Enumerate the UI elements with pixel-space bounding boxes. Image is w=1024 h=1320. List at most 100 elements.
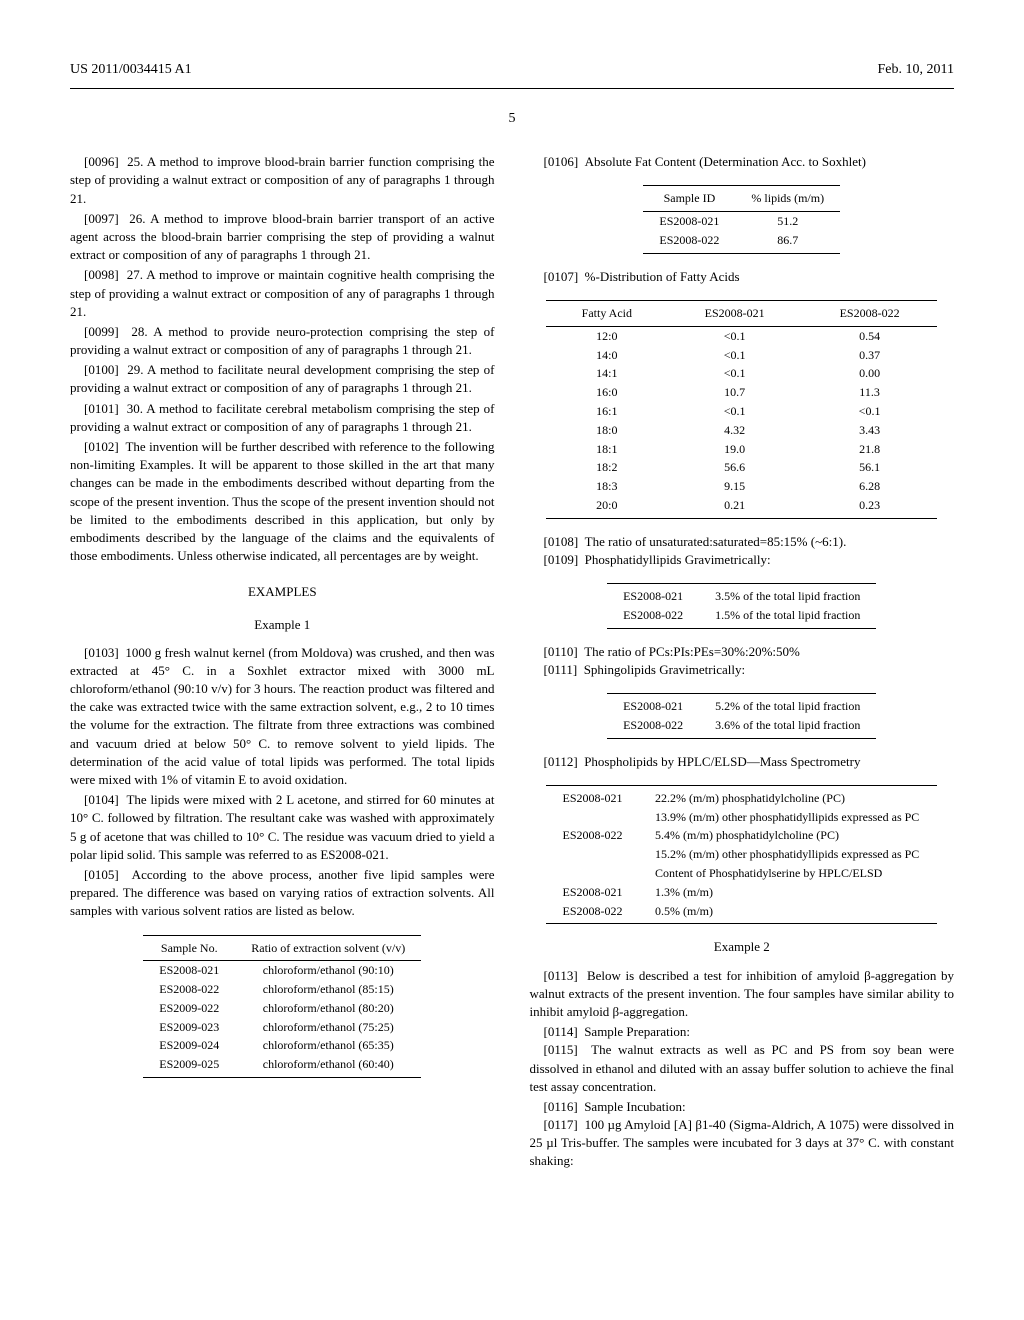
- table-cell: 0.5% (m/m): [639, 902, 937, 924]
- table-row: ES2008-0215.2% of the total lipid fracti…: [607, 694, 876, 716]
- para-0117: [0117] 100 µg Amyloid [A] β1-40 (Sigma-A…: [530, 1116, 955, 1171]
- table-header: ES2008-021: [667, 300, 802, 326]
- table-row: ES2009-022chloroform/ethanol (80:20): [143, 999, 421, 1018]
- table-cell: ES2009-022: [143, 999, 235, 1018]
- content-columns: [0096] 25. A method to improve blood-bra…: [70, 153, 954, 1172]
- paragraph: [0102] The invention will be further des…: [70, 438, 495, 565]
- table-cell: 18:0: [546, 421, 667, 440]
- example-1-heading: Example 1: [70, 616, 495, 634]
- table-row: ES2008-0223.6% of the total lipid fracti…: [607, 716, 876, 738]
- table-cell: 51.2: [735, 212, 840, 231]
- table-cell: 1.3% (m/m): [639, 883, 937, 902]
- para-0113: [0113] Below is described a test for inh…: [530, 967, 955, 1022]
- fatty-acid-table: Fatty AcidES2008-021ES2008-022 12:0<0.10…: [546, 300, 937, 519]
- para-0111: [0111] Sphingolipids Gravimetrically:: [530, 661, 955, 679]
- table-cell: ES2008-022: [143, 980, 235, 999]
- table-row: ES2008-0211.3% (m/m): [546, 883, 937, 902]
- table-header: Ratio of extraction solvent (v/v): [235, 935, 421, 961]
- table-cell: <0.1: [667, 326, 802, 345]
- table-row: ES2008-022chloroform/ethanol (85:15): [143, 980, 421, 999]
- table-cell: <0.1: [667, 402, 802, 421]
- table-row: 15.2% (m/m) other phosphatidyllipids exp…: [546, 845, 937, 864]
- table-cell: ES2009-023: [143, 1018, 235, 1037]
- table-cell: 3.6% of the total lipid fraction: [699, 716, 876, 738]
- table-row: ES2008-02122.2% (m/m) phosphatidylcholin…: [546, 785, 937, 807]
- table-cell: ES2008-022: [546, 826, 639, 845]
- table-cell: 86.7: [735, 231, 840, 253]
- table-cell: 16:1: [546, 402, 667, 421]
- table-cell: [546, 808, 639, 827]
- table-row: 16:1<0.1<0.1: [546, 402, 937, 421]
- page-header: US 2011/0034415 A1 Feb. 10, 2011: [70, 60, 954, 80]
- paragraph: [0099] 28. A method to provide neuro-pro…: [70, 323, 495, 359]
- solvent-ratio-table: Sample No.Ratio of extraction solvent (v…: [143, 935, 421, 1079]
- para-0116: [0116] Sample Incubation:: [530, 1098, 955, 1116]
- table-row: ES2008-0225.4% (m/m) phosphatidylcholine…: [546, 826, 937, 845]
- table-row: ES2008-02151.2: [643, 212, 840, 231]
- table-row: 18:256.656.1: [546, 458, 937, 477]
- paragraph: [0097] 26. A method to improve blood-bra…: [70, 210, 495, 265]
- table-row: ES2009-025chloroform/ethanol (60:40): [143, 1055, 421, 1077]
- table-cell: 0.23: [802, 496, 937, 518]
- table-cell: 18:2: [546, 458, 667, 477]
- table-row: ES2008-0221.5% of the total lipid fracti…: [607, 606, 876, 628]
- table-cell: ES2008-022: [643, 231, 735, 253]
- table-cell: ES2008-021: [546, 785, 639, 807]
- table-cell: ES2009-025: [143, 1055, 235, 1077]
- paragraph: [0105] According to the above process, a…: [70, 866, 495, 921]
- table-header: % lipids (m/m): [735, 186, 840, 212]
- phosphatidyl-table: ES2008-0213.5% of the total lipid fracti…: [607, 583, 876, 629]
- para-0107: [0107] %-Distribution of Fatty Acids: [530, 268, 955, 286]
- table-row: ES2009-024chloroform/ethanol (65:35): [143, 1036, 421, 1055]
- paragraph: [0098] 27. A method to improve or mainta…: [70, 266, 495, 321]
- table-cell: 5.4% (m/m) phosphatidylcholine (PC): [639, 826, 937, 845]
- table-cell: 3.43: [802, 421, 937, 440]
- table-row: ES2008-021chloroform/ethanol (90:10): [143, 961, 421, 980]
- table-cell: ES2008-022: [607, 606, 699, 628]
- table-cell: [546, 864, 639, 883]
- table-cell: 18:1: [546, 440, 667, 459]
- table-cell: ES2008-022: [546, 902, 639, 924]
- para-0109: [0109] Phosphatidyllipids Gravimetricall…: [530, 551, 955, 569]
- table-header: Sample No.: [143, 935, 235, 961]
- table-cell: chloroform/ethanol (75:25): [235, 1018, 421, 1037]
- table-cell: chloroform/ethanol (80:20): [235, 999, 421, 1018]
- table-cell: chloroform/ethanol (60:40): [235, 1055, 421, 1077]
- para-0108: [0108] The ratio of unsaturated:saturate…: [530, 533, 955, 551]
- table-cell: 19.0: [667, 440, 802, 459]
- table-cell: chloroform/ethanol (85:15): [235, 980, 421, 999]
- page-number: 5: [70, 109, 954, 129]
- table-cell: 5.2% of the total lipid fraction: [699, 694, 876, 716]
- table-cell: <0.1: [667, 364, 802, 383]
- table-cell: 56.1: [802, 458, 937, 477]
- paragraph: [0100] 29. A method to facilitate neural…: [70, 361, 495, 397]
- para-0106: [0106] Absolute Fat Content (Determinati…: [530, 153, 955, 171]
- table-cell: ES2008-021: [143, 961, 235, 980]
- table-cell: ES2008-021: [607, 694, 699, 716]
- table-cell: [546, 845, 639, 864]
- table-cell: <0.1: [667, 346, 802, 365]
- table-row: 18:119.021.8: [546, 440, 937, 459]
- table-cell: 56.6: [667, 458, 802, 477]
- table-cell: 16:0: [546, 383, 667, 402]
- table-row: 14:0<0.10.37: [546, 346, 937, 365]
- example-2-heading: Example 2: [530, 938, 955, 956]
- table-cell: ES2008-021: [643, 212, 735, 231]
- right-column: [0106] Absolute Fat Content (Determinati…: [530, 153, 955, 1172]
- table-cell: 10.7: [667, 383, 802, 402]
- table-row: 13.9% (m/m) other phosphatidyllipids exp…: [546, 808, 937, 827]
- examples-heading: EXAMPLES: [70, 583, 495, 601]
- table-cell: 1.5% of the total lipid fraction: [699, 606, 876, 628]
- publication-date: Feb. 10, 2011: [878, 60, 954, 80]
- table-cell: 0.00: [802, 364, 937, 383]
- para-0112: [0112] Phospholipids by HPLC/ELSD—Mass S…: [530, 753, 955, 771]
- table-cell: <0.1: [802, 402, 937, 421]
- table-cell: 9.15: [667, 477, 802, 496]
- paragraph: [0096] 25. A method to improve blood-bra…: [70, 153, 495, 208]
- table-cell: 21.8: [802, 440, 937, 459]
- table-cell: ES2008-021: [546, 883, 639, 902]
- table-row: ES2008-0213.5% of the total lipid fracti…: [607, 584, 876, 606]
- table-row: 18:04.323.43: [546, 421, 937, 440]
- table-cell: 0.21: [667, 496, 802, 518]
- paragraph: [0101] 30. A method to facilitate cerebr…: [70, 400, 495, 436]
